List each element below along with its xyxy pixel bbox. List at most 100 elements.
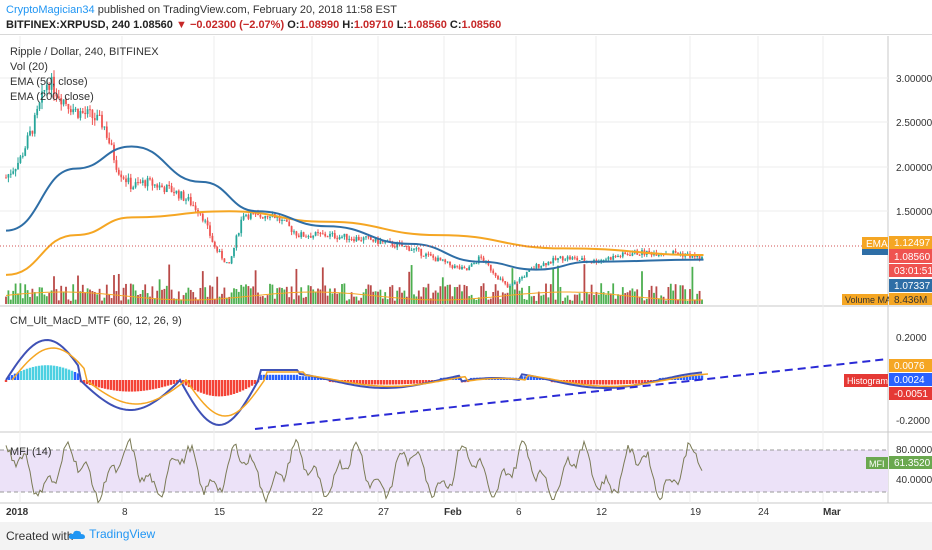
time-axis: 2018 8 15 22 27 Feb 6 12 19 24 Mar [6,507,841,518]
histogram-bar [46,365,50,380]
volume-bar [24,284,27,304]
candle-body [677,252,679,254]
histogram-bar [145,380,149,391]
volume-bar [127,299,130,304]
volume-bar [648,290,651,304]
volume-bar [240,284,243,304]
volume-bar [427,283,430,304]
volume-bar [62,292,65,304]
volume-bar [329,288,331,304]
candle-body [345,233,348,240]
author-link[interactable]: CryptoMagician34 [6,4,95,16]
candle-body [245,214,247,216]
histogram-bar [214,380,218,397]
volume-bar [31,288,34,304]
pane-borders [0,36,932,504]
volume-bar [211,286,214,304]
candle-body [331,233,334,235]
histogram-bar [373,380,377,385]
volume-bar [693,300,696,304]
candle-body [535,264,538,269]
histogram-bar [55,366,59,380]
volume-bar [245,284,247,304]
volume-bar [353,296,355,304]
volume-bar [55,289,58,304]
ema50-line [5,145,704,271]
histogram-bar [160,380,164,388]
candle-body [180,191,183,199]
histogram-bar [619,380,623,385]
price-tick-1-5: 1.50000 [896,207,932,218]
volume-bar [177,291,180,304]
candle-body [477,256,480,264]
volume-bar [585,291,588,304]
volume-bar [564,297,567,304]
volume-bar [341,284,343,304]
candle-body [353,239,355,242]
candle-body [204,220,207,222]
volume-bar [201,271,204,304]
candle-body [38,102,41,109]
candle-body [672,250,675,254]
volume-bar [307,285,310,304]
histogram-bar [616,380,620,385]
candle-body [583,258,586,262]
histogram-bar [127,380,131,392]
histogram-bar [22,369,26,380]
candle-body [422,255,425,257]
histogram-bar [82,380,86,384]
volume-bar [252,286,255,304]
candle-body [266,216,269,218]
histogram-bar [295,374,299,380]
histogram-bar [529,376,533,380]
volume-bar [115,291,118,304]
candle-body [492,270,495,274]
chart-canvas[interactable]: Ripple / Dollar, 240, BITFINEX Vol (20) … [0,0,932,522]
price-tick-2: 2.00000 [896,163,932,174]
volume-bar [261,296,264,304]
high-label: H: [342,19,354,31]
volume-bar [187,287,190,304]
tradingview-logo[interactable]: TradingView [68,527,155,541]
histogram-bar [25,368,29,380]
candle-body [429,254,432,256]
volume-bar [626,292,629,304]
candle-body [201,213,204,221]
candle-body [511,284,514,286]
candle-body [581,258,583,261]
volume-bar [305,296,307,304]
candle-body [309,236,312,238]
histogram-bar [52,365,56,380]
volume-bar [206,296,209,304]
volume-bar [110,298,113,304]
candle-body [187,197,190,200]
volume-bar [489,298,492,304]
publish-line: CryptoMagician34 published on TradingVie… [6,3,397,17]
histogram-bar [421,380,425,384]
candle-body [523,276,526,278]
candle-body [206,220,209,226]
histogram-bar [574,380,578,384]
volume-bar [137,294,139,304]
volume-bar [439,286,442,304]
volume-bar [60,285,63,304]
candle-body [293,231,295,233]
candle-body [237,233,240,236]
candle-body [542,263,545,267]
histogram-bar [250,380,254,386]
candle-body [417,248,420,250]
histogram-bar [217,380,221,397]
macd-title: CM_Ult_MacD_MTF (60, 12, 26, 9) [10,315,182,327]
publish-info: published on TradingView.com, February 2… [97,4,397,16]
histogram-bar [268,374,272,380]
histogram-bar [583,380,587,385]
candle-body [240,219,243,234]
volume-bar [180,299,183,304]
candle-body [516,281,519,283]
svg-text:1.07337: 1.07337 [894,281,931,292]
volume-bar [283,289,286,304]
histogram-bar [601,380,605,385]
volume-bar [537,291,540,304]
volume-bar [468,296,471,304]
svg-text:MFI: MFI [869,459,885,469]
